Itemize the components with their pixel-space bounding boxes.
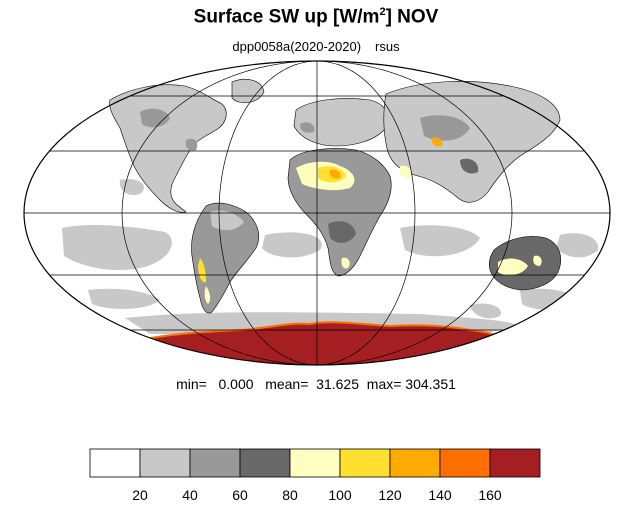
colorbar-label: 160 bbox=[478, 487, 502, 503]
colorbar-box bbox=[339, 448, 391, 478]
colorbar-box bbox=[389, 448, 441, 478]
stats-text: min= 0.000 mean= 31.625 max= 304.351 bbox=[176, 376, 456, 392]
globe-outline bbox=[23, 60, 611, 366]
africa-europe bbox=[287, 98, 392, 277]
colorbar-label: 120 bbox=[378, 487, 402, 503]
colorbar-label: 80 bbox=[282, 487, 298, 503]
colorbar-box bbox=[239, 448, 291, 478]
colorbar-box bbox=[89, 448, 141, 478]
colorbar-box bbox=[139, 448, 191, 478]
colorbar-label: 140 bbox=[428, 487, 452, 503]
variable-label: rsus bbox=[375, 39, 400, 54]
colorbar-label: 60 bbox=[232, 487, 248, 503]
antarctica bbox=[130, 322, 510, 365]
graticule bbox=[24, 61, 610, 365]
colorbar-box bbox=[439, 448, 491, 478]
australia bbox=[488, 236, 561, 291]
map-subtitle: dpp0058a(2020-2020) rsus bbox=[0, 39, 632, 54]
run-label: dpp0058a(2020-2020) bbox=[232, 39, 362, 54]
map-title: Surface SW up [W/m2] NOV bbox=[193, 6, 439, 28]
asia bbox=[383, 81, 561, 203]
colorbar-box bbox=[189, 448, 241, 478]
north-america bbox=[109, 79, 265, 213]
colorbar-box bbox=[289, 448, 341, 478]
colorbar-box bbox=[489, 448, 541, 478]
colorbar-label: 20 bbox=[132, 487, 148, 503]
south-america bbox=[191, 202, 259, 314]
colorbar-label: 40 bbox=[182, 487, 198, 503]
colorbar-label: 100 bbox=[328, 487, 352, 503]
